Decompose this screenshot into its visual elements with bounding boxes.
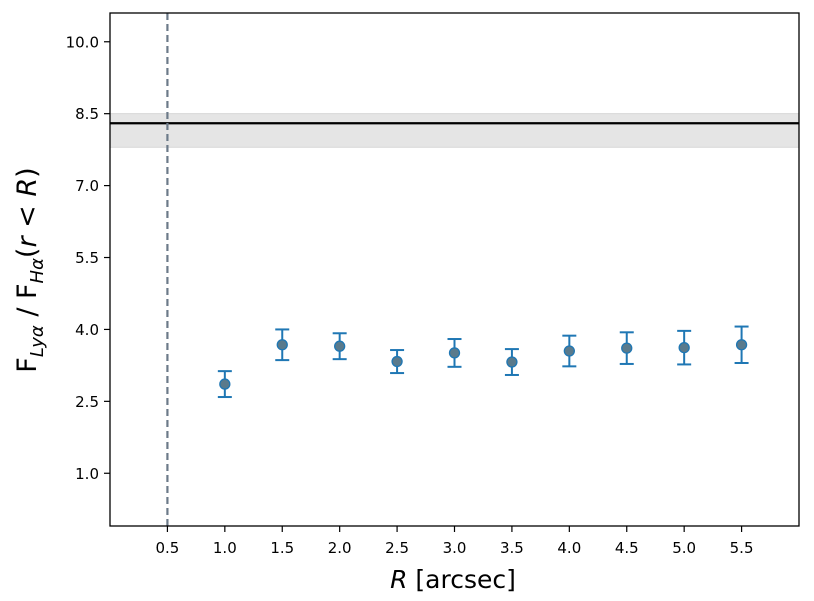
data-point — [563, 345, 575, 357]
data-point — [621, 342, 633, 354]
x-tick-label: 2.5 — [385, 539, 409, 557]
x-axis-label: R [arcsec] — [390, 565, 516, 594]
y-axis-label: FLyα / FHα(r < R) — [12, 167, 48, 372]
x-tick-label: 1.0 — [213, 539, 237, 557]
y-tick-label: 2.5 — [75, 393, 99, 411]
plot-frame — [109, 12, 800, 527]
x-tick-label: 4.0 — [557, 539, 581, 557]
x-tick-label: 5.5 — [730, 539, 754, 557]
data-point — [448, 347, 461, 359]
reference-band-layer — [109, 113, 800, 148]
y-tick-label: 1.0 — [75, 465, 99, 483]
data-point — [391, 355, 403, 368]
x-tick-label: 2.0 — [328, 539, 352, 557]
y-axis-ticks: 1.0 2.5 4.0 5.5 7.0 8.5 10.0 — [66, 33, 110, 483]
y-tick-label: 8.5 — [75, 105, 99, 123]
reference-lines-layer — [110, 13, 799, 526]
y-tick-label: 10.0 — [66, 33, 99, 51]
data-point — [678, 341, 690, 354]
x-tick-label: 0.5 — [155, 539, 179, 557]
data-point — [735, 339, 748, 351]
x-tick-label: 3.0 — [443, 539, 467, 557]
data-point — [334, 340, 346, 352]
x-tick-label: 1.5 — [270, 539, 294, 557]
data-point — [219, 378, 231, 390]
data-point — [276, 339, 288, 351]
x-axis-ticks: 0.5 1.0 1.5 2.0 2.5 3.0 3.5 4.0 4.5 5.0 5.5 — [155, 526, 754, 557]
y-tick-label: 4.0 — [75, 321, 99, 339]
x-tick-label: 4.5 — [615, 539, 639, 557]
y-tick-label: 5.5 — [75, 249, 99, 267]
x-tick-label: 5.0 — [672, 539, 696, 557]
data-layer — [217, 325, 749, 399]
x-tick-label: 3.5 — [500, 539, 524, 557]
shaded-band — [109, 113, 800, 148]
data-point — [506, 356, 518, 368]
y-tick-label: 7.0 — [75, 177, 99, 195]
